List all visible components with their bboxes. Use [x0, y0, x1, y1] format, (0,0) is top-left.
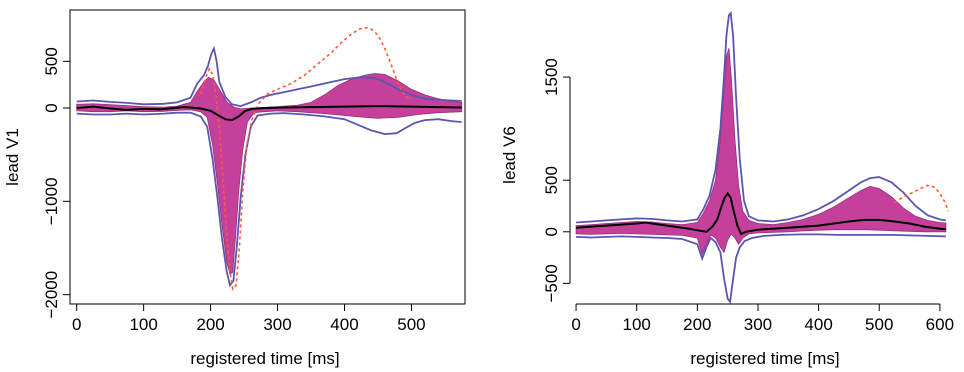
envelope-upper-v1	[76, 45, 462, 108]
x-tick-label-v6: 0	[571, 315, 580, 334]
plot-area-v1	[76, 26, 463, 291]
outlier-curve-v1	[199, 26, 412, 291]
x-axis-title-v1: registered time [ms]	[190, 349, 339, 368]
outlier-curve-v6	[893, 184, 950, 212]
envelope-lower-v6	[576, 233, 946, 305]
mean-curve-v1	[76, 105, 462, 122]
x-tick-label-v6: 500	[865, 315, 893, 334]
y-tick-label-v6: 500	[542, 166, 561, 194]
y-tick-label-v6: 0	[542, 227, 561, 236]
x-tick-label-v6: 100	[623, 315, 651, 334]
x-tick-label-v6: 600	[926, 315, 954, 334]
envelope-upper-v6	[576, 10, 947, 224]
y-axis-v6: −500 0 500 1500	[542, 58, 571, 303]
x-tick-label-v1: 400	[330, 315, 358, 334]
y-axis-title-v1: lead V1	[3, 128, 22, 186]
y-tick-label-v1: 500	[42, 47, 61, 75]
x-tick-label-v6: 300	[744, 315, 772, 334]
x-tick-label-v1: 200	[196, 315, 224, 334]
y-tick-label-v6: 1500	[542, 58, 561, 96]
x-axis-v6: 0 100 200 300 400 500 600	[571, 303, 954, 334]
x-tick-label-v1: 0	[72, 315, 81, 334]
x-tick-label-v1: 100	[129, 315, 157, 334]
y-tick-label-v1: −2000	[42, 271, 61, 319]
x-tick-label-v1: 300	[263, 315, 291, 334]
x-axis-v1: 0 100 200 300 400 500	[72, 303, 426, 334]
y-axis-v1: −2000 −1000 0 500	[42, 47, 71, 319]
mean-curve-v6	[576, 191, 946, 236]
x-tick-label-v6: 200	[683, 315, 711, 334]
y-tick-label-v1: −1000	[42, 177, 61, 225]
y-axis-title-v6: lead V6	[500, 126, 519, 184]
x-tick-label-v1: 500	[397, 315, 425, 334]
y-tick-label-v1: 0	[42, 103, 61, 112]
x-tick-label-v6: 400	[804, 315, 832, 334]
panel-v6: −500 0 500 1500 0 100 200 300 400 500 600 lead V6…	[500, 10, 954, 368]
x-axis-title-v6: registered time [ms]	[690, 349, 839, 368]
y-tick-label-v6: −500	[542, 264, 561, 302]
envelope-lower-v1	[76, 111, 462, 288]
central-band-v6	[575, 48, 947, 256]
plot-frame-v1	[69, 9, 466, 305]
plot-area-v6	[575, 10, 950, 305]
